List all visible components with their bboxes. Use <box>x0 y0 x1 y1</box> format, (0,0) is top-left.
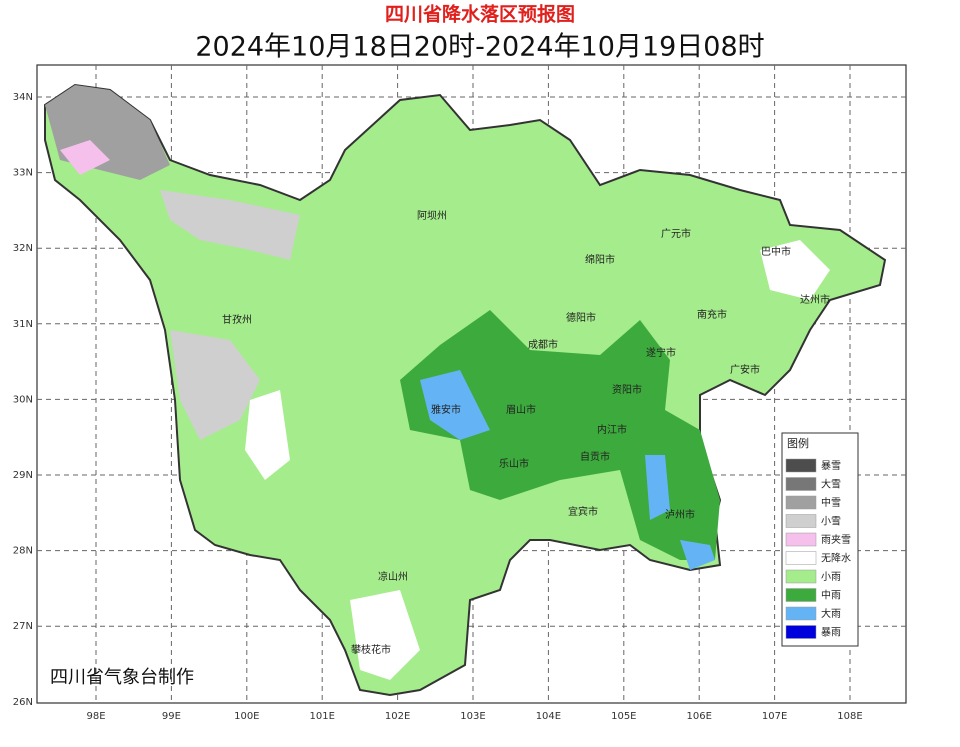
lon-label: 98E <box>86 711 105 722</box>
legend-label: 大雪 <box>821 478 841 491</box>
legend-label: 无降水 <box>821 552 851 565</box>
place-label: 自贡市 <box>580 450 610 463</box>
lon-label: 107E <box>762 711 787 722</box>
place-label: 凉山州 <box>378 570 408 583</box>
place-label: 甘孜州 <box>222 313 252 326</box>
place-label: 广元市 <box>661 227 691 240</box>
lon-label: 100E <box>234 711 259 722</box>
legend-swatch <box>785 551 817 565</box>
place-label: 宜宾市 <box>568 505 598 518</box>
place-label: 遂宁市 <box>646 346 676 359</box>
legend-swatch <box>785 569 817 584</box>
legend-swatch <box>785 458 817 473</box>
lon-label: 99E <box>162 711 181 722</box>
no-rain-area <box>760 240 830 300</box>
place-label: 南充市 <box>697 308 727 321</box>
lat-label: 28N <box>13 546 33 557</box>
lon-label: 102E <box>385 711 410 722</box>
legend-swatch <box>785 514 817 528</box>
place-label: 成都市 <box>528 338 558 351</box>
light-snow-area <box>160 190 300 260</box>
place-label: 达州市 <box>800 293 830 306</box>
place-label: 阿坝州 <box>417 210 447 222</box>
place-label: 乐山市 <box>499 457 529 470</box>
heavy-rain-area <box>645 455 670 520</box>
place-label: 资阳市 <box>612 383 642 396</box>
moderate-rain-area <box>400 310 720 560</box>
map-title: 四川省降水落区预报图 <box>385 3 575 26</box>
sleet-area <box>60 140 110 175</box>
legend-label: 暴雨 <box>821 627 841 639</box>
place-label: 眉山市 <box>506 403 536 416</box>
lon-label: 101E <box>309 711 334 722</box>
legend-title: 图例 <box>787 436 809 450</box>
legend-swatch <box>785 625 817 639</box>
lon-label: 108E <box>837 711 862 722</box>
heavy-rain-area <box>420 370 490 440</box>
legend-label: 中雪 <box>821 496 841 509</box>
lon-label: 103E <box>460 711 485 722</box>
legend-label: 小雨 <box>821 571 841 583</box>
place-label: 广安市 <box>730 363 760 376</box>
coordinate-labels: 34N 33N 32N 31N 30N 29N 28N 27N 26N 98E 99E 100E 101… <box>13 92 863 722</box>
legend-swatch <box>785 495 817 510</box>
lat-label: 27N <box>13 621 33 632</box>
no-rain-area <box>245 390 290 480</box>
lon-label: 106E <box>686 711 711 722</box>
legend-swatch <box>785 606 817 621</box>
place-label: 内江市 <box>597 423 627 436</box>
map-subtitle: 2024年10月18日20时-2024年10月19日08时 <box>195 32 764 63</box>
lat-label: 34N <box>13 92 33 103</box>
footer-credit: 四川省气象台制作 <box>50 667 194 688</box>
place-label: 泸州市 <box>665 508 695 521</box>
place-label: 攀枝花市 <box>351 643 391 656</box>
lat-label: 32N <box>13 243 33 254</box>
legend-swatch <box>785 532 817 547</box>
legend-swatch <box>785 588 817 602</box>
lat-label: 31N <box>13 319 33 330</box>
heavy-rain-area <box>680 540 715 570</box>
place-label: 德阳市 <box>566 311 596 324</box>
place-label: 巴中市 <box>761 245 791 258</box>
lat-label: 29N <box>13 470 33 481</box>
lon-label: 105E <box>611 711 636 722</box>
lat-label: 33N <box>13 168 33 179</box>
lat-label: 26N <box>13 697 33 708</box>
legend-label: 中雨 <box>821 589 841 602</box>
no-rain-area <box>350 590 420 680</box>
legend-label: 大雨 <box>821 607 841 620</box>
light-snow-area <box>170 330 260 440</box>
place-label: 雅安市 <box>431 403 461 416</box>
legend-label: 小雪 <box>821 516 841 528</box>
lat-label: 30N <box>13 394 33 405</box>
legend-label: 雨夹雪 <box>821 533 851 546</box>
place-label: 绵阳市 <box>585 253 615 266</box>
legend-label: 暴雪 <box>821 460 841 472</box>
lon-label: 104E <box>536 711 561 722</box>
legend-swatch <box>785 477 817 491</box>
